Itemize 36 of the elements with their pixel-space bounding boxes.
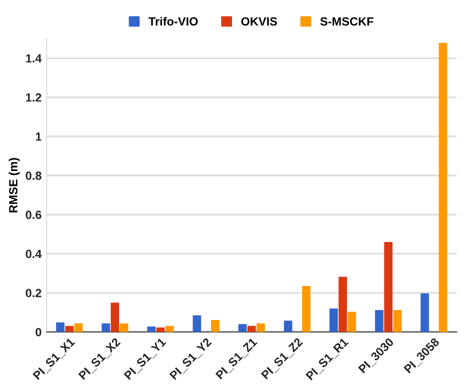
bar bbox=[147, 326, 156, 332]
bar bbox=[348, 312, 356, 332]
y-tick-label: 0 bbox=[36, 328, 42, 336]
y-tick-label: 1.2 bbox=[26, 93, 42, 102]
legend-label: S-MSCKF bbox=[320, 17, 374, 26]
bar bbox=[375, 310, 384, 332]
bar bbox=[210, 320, 220, 332]
y-tick-label: 1.4 bbox=[26, 54, 42, 62]
bar bbox=[102, 323, 110, 332]
bar bbox=[56, 322, 64, 332]
bar bbox=[74, 323, 83, 332]
y-tick-label: 1 bbox=[36, 132, 42, 141]
bar bbox=[284, 320, 292, 332]
y-tick-label: 0.2 bbox=[26, 288, 42, 298]
bar bbox=[438, 42, 448, 332]
bar bbox=[420, 293, 429, 332]
bar bbox=[393, 310, 402, 332]
bar bbox=[156, 327, 165, 332]
bar bbox=[238, 324, 247, 332]
bar bbox=[384, 242, 393, 332]
bar bbox=[165, 326, 174, 332]
y-tick-label: 0.8 bbox=[26, 172, 42, 180]
bar bbox=[120, 323, 128, 332]
legend-label: Trifo-VIO bbox=[148, 16, 198, 26]
legend-label: OKVIS bbox=[241, 17, 278, 26]
y-tick-label: 0.4 bbox=[26, 250, 42, 258]
bar bbox=[302, 286, 311, 332]
y-tick-label: 0.6 bbox=[26, 210, 42, 220]
y-axis-title: RMSE (m) bbox=[8, 158, 20, 212]
bar bbox=[110, 302, 120, 332]
bar bbox=[256, 323, 265, 332]
bar bbox=[65, 326, 74, 332]
bar bbox=[338, 276, 347, 332]
bar bbox=[329, 308, 338, 332]
bar bbox=[247, 326, 256, 332]
bar bbox=[192, 315, 202, 332]
